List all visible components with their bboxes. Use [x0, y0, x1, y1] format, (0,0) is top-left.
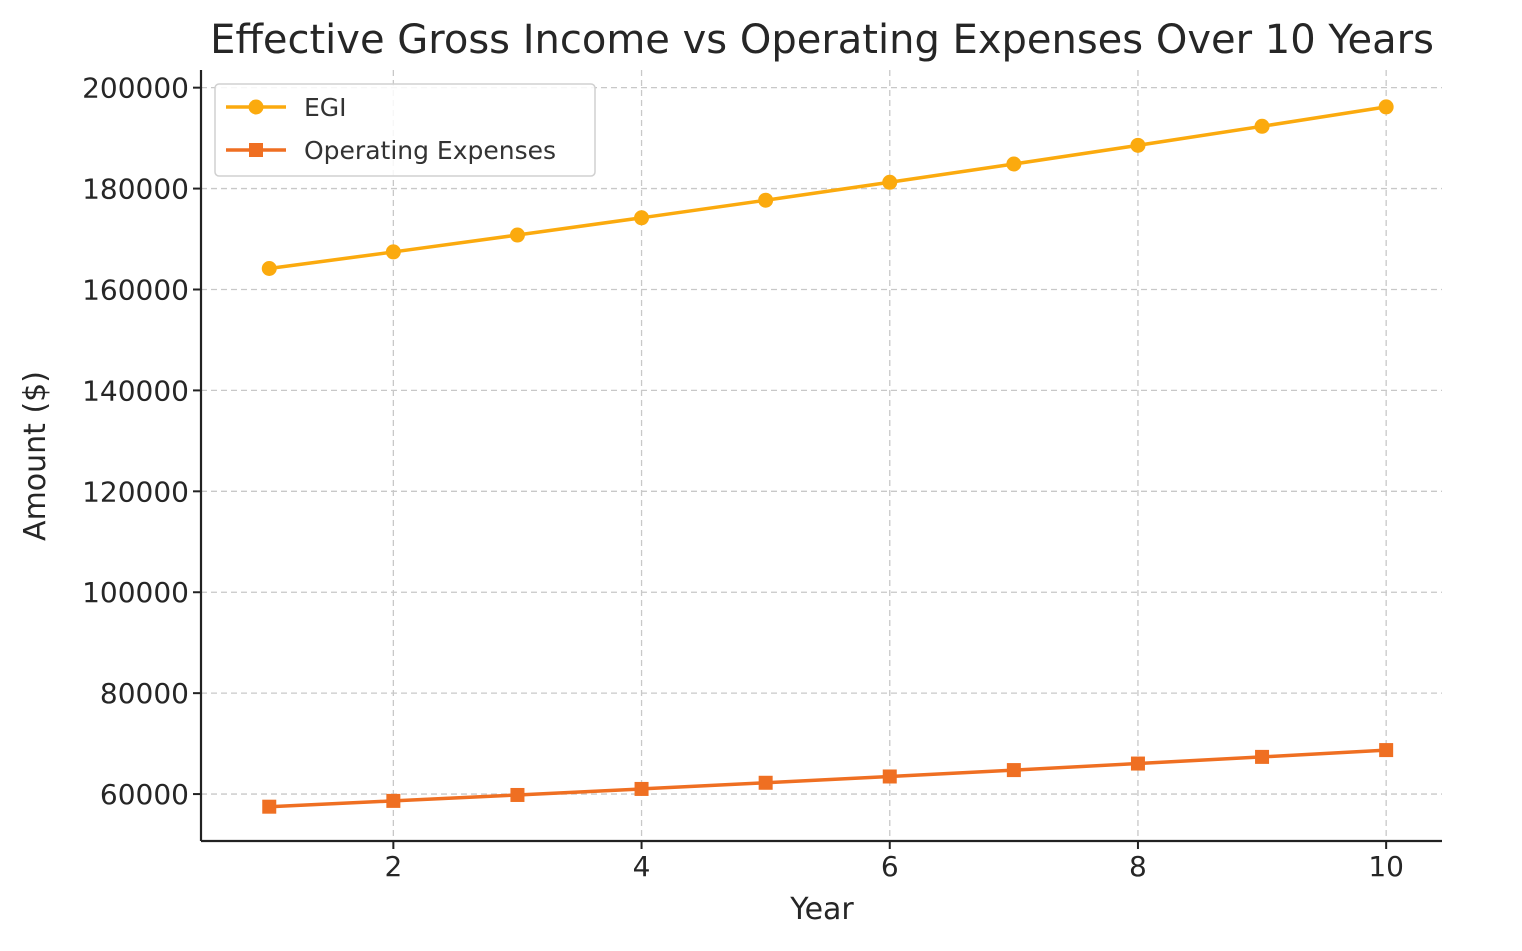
data-point-operating-expenses	[634, 781, 649, 796]
y-tick-label: 100000	[82, 576, 189, 609]
y-tick-label: 140000	[82, 374, 189, 407]
data-point-egi	[758, 192, 774, 208]
series-layer	[261, 99, 1394, 814]
data-point-operating-expenses	[758, 775, 773, 790]
tick-layer: 60000 80000 100000 120000 140000 160000 180000…	[82, 72, 1404, 883]
legend-box	[214, 83, 596, 177]
data-point-egi	[882, 174, 898, 190]
data-point-operating-expenses	[1379, 743, 1394, 758]
y-tick-label: 200000	[82, 72, 189, 105]
y-tick-label: 60000	[100, 778, 189, 811]
grid-lines	[201, 70, 1442, 841]
x-tick-label: 2	[384, 850, 402, 883]
y-tick-label: 80000	[100, 677, 189, 710]
data-point-egi	[261, 261, 277, 277]
data-point-egi	[1130, 137, 1146, 153]
series-line-egi	[267, 105, 1388, 271]
x-tick-label: 4	[633, 850, 651, 883]
legend-label-egi: EGI	[304, 93, 347, 122]
data-point-egi	[509, 227, 525, 243]
data-point-operating-expenses	[882, 769, 897, 784]
legend-marker-egi	[248, 99, 264, 115]
data-point-operating-expenses	[386, 793, 401, 808]
data-point-operating-expenses	[262, 799, 277, 814]
y-tick-label: 180000	[82, 173, 189, 206]
legend-label-operating-expenses: Operating Expenses	[304, 136, 556, 165]
x-tick-label: 6	[881, 850, 899, 883]
legend: EGI Operating Expenses	[214, 83, 596, 177]
data-point-egi	[634, 210, 650, 226]
legend-marker-operating-expenses	[249, 143, 263, 157]
data-point-operating-expenses	[510, 787, 525, 802]
data-point-egi	[1378, 99, 1394, 115]
data-point-egi	[1006, 156, 1022, 172]
y-axis-label: Amount ($)	[18, 371, 53, 541]
series-line-operating-expenses	[267, 748, 1388, 809]
data-point-operating-expenses	[1255, 749, 1270, 764]
x-tick-label: 10	[1368, 850, 1404, 883]
x-axis-label: Year	[789, 892, 854, 927]
y-tick-label: 120000	[82, 475, 189, 508]
x-tick-label: 8	[1129, 850, 1147, 883]
axes	[199, 70, 1442, 843]
data-point-egi	[385, 244, 401, 260]
y-tick-label: 160000	[82, 273, 189, 306]
chart-title: Effective Gross Income vs Operating Expe…	[210, 17, 1434, 63]
data-point-egi	[1254, 118, 1270, 134]
data-point-operating-expenses	[1006, 763, 1021, 778]
data-point-operating-expenses	[1130, 756, 1145, 771]
